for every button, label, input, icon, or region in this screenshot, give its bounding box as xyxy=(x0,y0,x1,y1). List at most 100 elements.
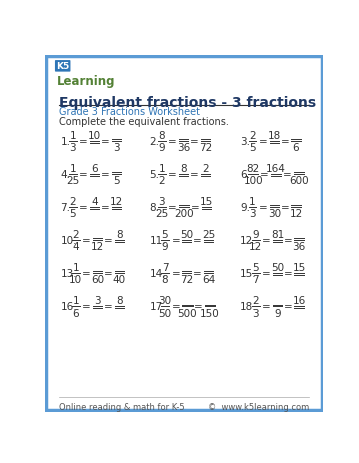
Text: =: = xyxy=(190,169,199,180)
Text: =: = xyxy=(104,236,113,246)
Text: 600: 600 xyxy=(289,176,309,186)
Text: 36: 36 xyxy=(293,242,306,252)
Text: 1.: 1. xyxy=(60,137,70,147)
Text: =: = xyxy=(168,169,177,180)
Text: =: = xyxy=(82,269,91,279)
Text: 72: 72 xyxy=(180,275,194,285)
Text: Equivalent fractions - 3 fractions: Equivalent fractions - 3 fractions xyxy=(59,95,316,109)
Text: =: = xyxy=(262,269,271,279)
Text: 15: 15 xyxy=(293,263,306,273)
Text: =: = xyxy=(172,269,180,279)
Text: =: = xyxy=(193,269,202,279)
Text: =: = xyxy=(82,302,91,312)
Text: 18.: 18. xyxy=(240,302,257,312)
Text: Learning: Learning xyxy=(57,75,116,88)
Text: 164: 164 xyxy=(266,163,286,174)
Text: 500: 500 xyxy=(177,308,197,318)
Text: =: = xyxy=(82,236,91,246)
Text: 3: 3 xyxy=(69,143,76,153)
Text: 40: 40 xyxy=(113,275,126,285)
Text: 11.: 11. xyxy=(149,236,166,246)
Text: 2: 2 xyxy=(252,296,259,306)
Text: =: = xyxy=(262,236,271,246)
Text: 200: 200 xyxy=(174,209,194,219)
Text: 4.: 4. xyxy=(60,169,70,180)
Text: =: = xyxy=(79,137,88,147)
Text: =: = xyxy=(281,203,289,213)
Text: 15.: 15. xyxy=(240,269,257,279)
Text: 3: 3 xyxy=(249,209,256,219)
Text: 2: 2 xyxy=(202,163,209,174)
Text: 5: 5 xyxy=(113,176,120,186)
Text: 5: 5 xyxy=(69,209,76,219)
Text: 2: 2 xyxy=(159,176,165,186)
Text: =: = xyxy=(259,137,268,147)
Text: 13.: 13. xyxy=(60,269,77,279)
Text: 82: 82 xyxy=(247,163,260,174)
Text: =: = xyxy=(168,137,177,147)
Text: 3: 3 xyxy=(159,197,165,206)
Text: 36: 36 xyxy=(177,143,190,153)
Text: 1: 1 xyxy=(69,163,76,174)
Text: 9: 9 xyxy=(162,242,168,252)
Text: 1: 1 xyxy=(159,163,165,174)
Text: =: = xyxy=(259,203,268,213)
Text: 16: 16 xyxy=(293,296,306,306)
Text: =: = xyxy=(284,302,293,312)
Text: 9: 9 xyxy=(274,308,281,318)
FancyBboxPatch shape xyxy=(46,57,322,411)
Text: 2.: 2. xyxy=(149,137,159,147)
Text: 1: 1 xyxy=(73,263,79,273)
Text: 12.: 12. xyxy=(240,236,257,246)
Text: 25: 25 xyxy=(66,176,79,186)
Text: 5: 5 xyxy=(252,263,259,273)
Text: 4: 4 xyxy=(91,197,98,206)
Text: ©  www.k5learning.com: © www.k5learning.com xyxy=(208,402,309,411)
Text: 12: 12 xyxy=(109,197,123,206)
Text: 16.: 16. xyxy=(60,302,77,312)
Text: =: = xyxy=(194,302,203,312)
Text: 3: 3 xyxy=(113,143,120,153)
Text: 4: 4 xyxy=(73,242,79,252)
Text: 2: 2 xyxy=(73,230,79,240)
Text: 2: 2 xyxy=(249,131,256,140)
Text: 5.: 5. xyxy=(149,169,159,180)
Text: =: = xyxy=(101,203,110,213)
Text: 18: 18 xyxy=(268,131,281,140)
Text: 8: 8 xyxy=(180,163,187,174)
Text: 25: 25 xyxy=(155,209,168,219)
Text: 9: 9 xyxy=(252,230,259,240)
Text: =: = xyxy=(190,137,199,147)
Text: 3: 3 xyxy=(252,308,259,318)
Text: 9.: 9. xyxy=(240,203,250,213)
Text: 1: 1 xyxy=(69,131,76,140)
Text: 8: 8 xyxy=(116,296,122,306)
Text: 1: 1 xyxy=(73,296,79,306)
Text: 50: 50 xyxy=(271,263,284,273)
Text: K5: K5 xyxy=(56,62,69,71)
Text: 7: 7 xyxy=(252,275,259,285)
Text: 17.: 17. xyxy=(149,302,166,312)
Text: =: = xyxy=(191,203,200,213)
Text: 7.: 7. xyxy=(60,203,70,213)
Text: 12: 12 xyxy=(91,242,104,252)
Text: 30: 30 xyxy=(158,296,172,306)
Text: 12: 12 xyxy=(289,209,303,219)
Text: 3.: 3. xyxy=(240,137,250,147)
Text: Complete the equivalent fractions.: Complete the equivalent fractions. xyxy=(59,117,229,127)
Text: =: = xyxy=(172,302,180,312)
Text: 50: 50 xyxy=(180,230,193,240)
Text: 64: 64 xyxy=(202,275,215,285)
Text: 150: 150 xyxy=(200,308,220,318)
Text: 25: 25 xyxy=(202,230,215,240)
Text: =: = xyxy=(168,203,177,213)
Text: Grade 3 Fractions Worksheet: Grade 3 Fractions Worksheet xyxy=(59,107,200,117)
Text: 30: 30 xyxy=(268,209,281,219)
Text: =: = xyxy=(284,269,293,279)
Text: =: = xyxy=(193,236,202,246)
Text: 72: 72 xyxy=(199,143,212,153)
Text: 12: 12 xyxy=(249,242,262,252)
Text: =: = xyxy=(283,169,292,180)
Text: 8.: 8. xyxy=(149,203,159,213)
Text: 8: 8 xyxy=(159,131,165,140)
